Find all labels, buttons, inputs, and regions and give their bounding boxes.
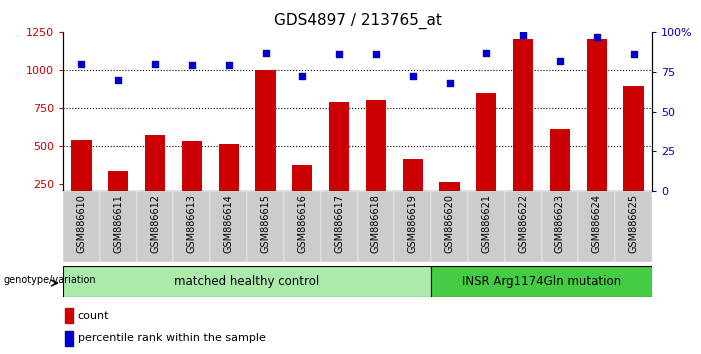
Bar — [358, 191, 394, 262]
Bar — [615, 191, 652, 262]
Text: GSM886624: GSM886624 — [592, 194, 601, 253]
Text: GSM886623: GSM886623 — [555, 194, 565, 253]
Bar — [542, 191, 578, 262]
Text: percentile rank within the sample: percentile rank within the sample — [78, 333, 266, 343]
Bar — [513, 39, 533, 222]
Point — [481, 50, 492, 55]
Bar — [210, 191, 247, 262]
Title: GDS4897 / 213765_at: GDS4897 / 213765_at — [273, 13, 442, 29]
Bar — [476, 92, 496, 222]
Point — [186, 62, 198, 68]
Bar — [108, 171, 128, 222]
Text: GSM886625: GSM886625 — [629, 194, 639, 253]
Text: GSM886622: GSM886622 — [518, 194, 528, 253]
Bar — [587, 39, 607, 222]
Text: genotype/variation: genotype/variation — [4, 275, 96, 285]
Point — [591, 34, 602, 40]
Bar — [145, 135, 165, 222]
Point — [223, 62, 234, 68]
Point — [76, 61, 87, 67]
Text: GSM886618: GSM886618 — [371, 194, 381, 253]
Point — [113, 77, 124, 82]
Text: GSM886621: GSM886621 — [482, 194, 491, 253]
Bar — [623, 86, 644, 222]
Bar — [137, 191, 174, 262]
Bar — [182, 141, 202, 222]
Text: GSM886619: GSM886619 — [408, 194, 418, 253]
Point — [407, 74, 418, 79]
Point — [297, 74, 308, 79]
Text: GSM886611: GSM886611 — [114, 194, 123, 253]
Bar — [63, 191, 100, 262]
Point — [444, 80, 455, 86]
Bar — [255, 70, 275, 222]
Point — [334, 51, 345, 57]
Bar — [431, 191, 468, 262]
Bar — [468, 191, 505, 262]
Text: GSM886616: GSM886616 — [297, 194, 307, 253]
Text: matched healthy control: matched healthy control — [175, 275, 320, 288]
Bar — [63, 266, 431, 297]
Bar — [292, 165, 313, 222]
Text: GSM886620: GSM886620 — [444, 194, 454, 253]
Bar — [219, 144, 239, 222]
Bar — [64, 331, 74, 346]
Bar — [329, 102, 349, 222]
Text: GSM886614: GSM886614 — [224, 194, 233, 253]
Bar — [284, 191, 321, 262]
Point — [260, 50, 271, 55]
Bar — [64, 308, 74, 323]
Point — [370, 51, 381, 57]
Bar — [174, 191, 210, 262]
Text: GSM886612: GSM886612 — [150, 194, 160, 253]
Bar — [100, 191, 137, 262]
Text: GSM886617: GSM886617 — [334, 194, 344, 253]
Text: count: count — [78, 311, 109, 321]
Text: INSR Arg1174Gln mutation: INSR Arg1174Gln mutation — [462, 275, 621, 288]
Bar — [320, 191, 358, 262]
Bar — [402, 159, 423, 222]
Text: GSM886610: GSM886610 — [76, 194, 86, 253]
Bar — [247, 191, 284, 262]
Bar — [394, 191, 431, 262]
Bar — [366, 100, 386, 222]
Text: GSM886613: GSM886613 — [187, 194, 197, 253]
Bar — [550, 129, 570, 222]
Bar — [578, 191, 615, 262]
Bar — [72, 139, 92, 222]
Point — [149, 61, 161, 67]
Bar — [431, 266, 652, 297]
Point — [517, 32, 529, 38]
Bar — [440, 182, 460, 222]
Point — [628, 51, 639, 57]
Point — [554, 58, 566, 63]
Text: GSM886615: GSM886615 — [261, 194, 271, 253]
Bar — [505, 191, 542, 262]
